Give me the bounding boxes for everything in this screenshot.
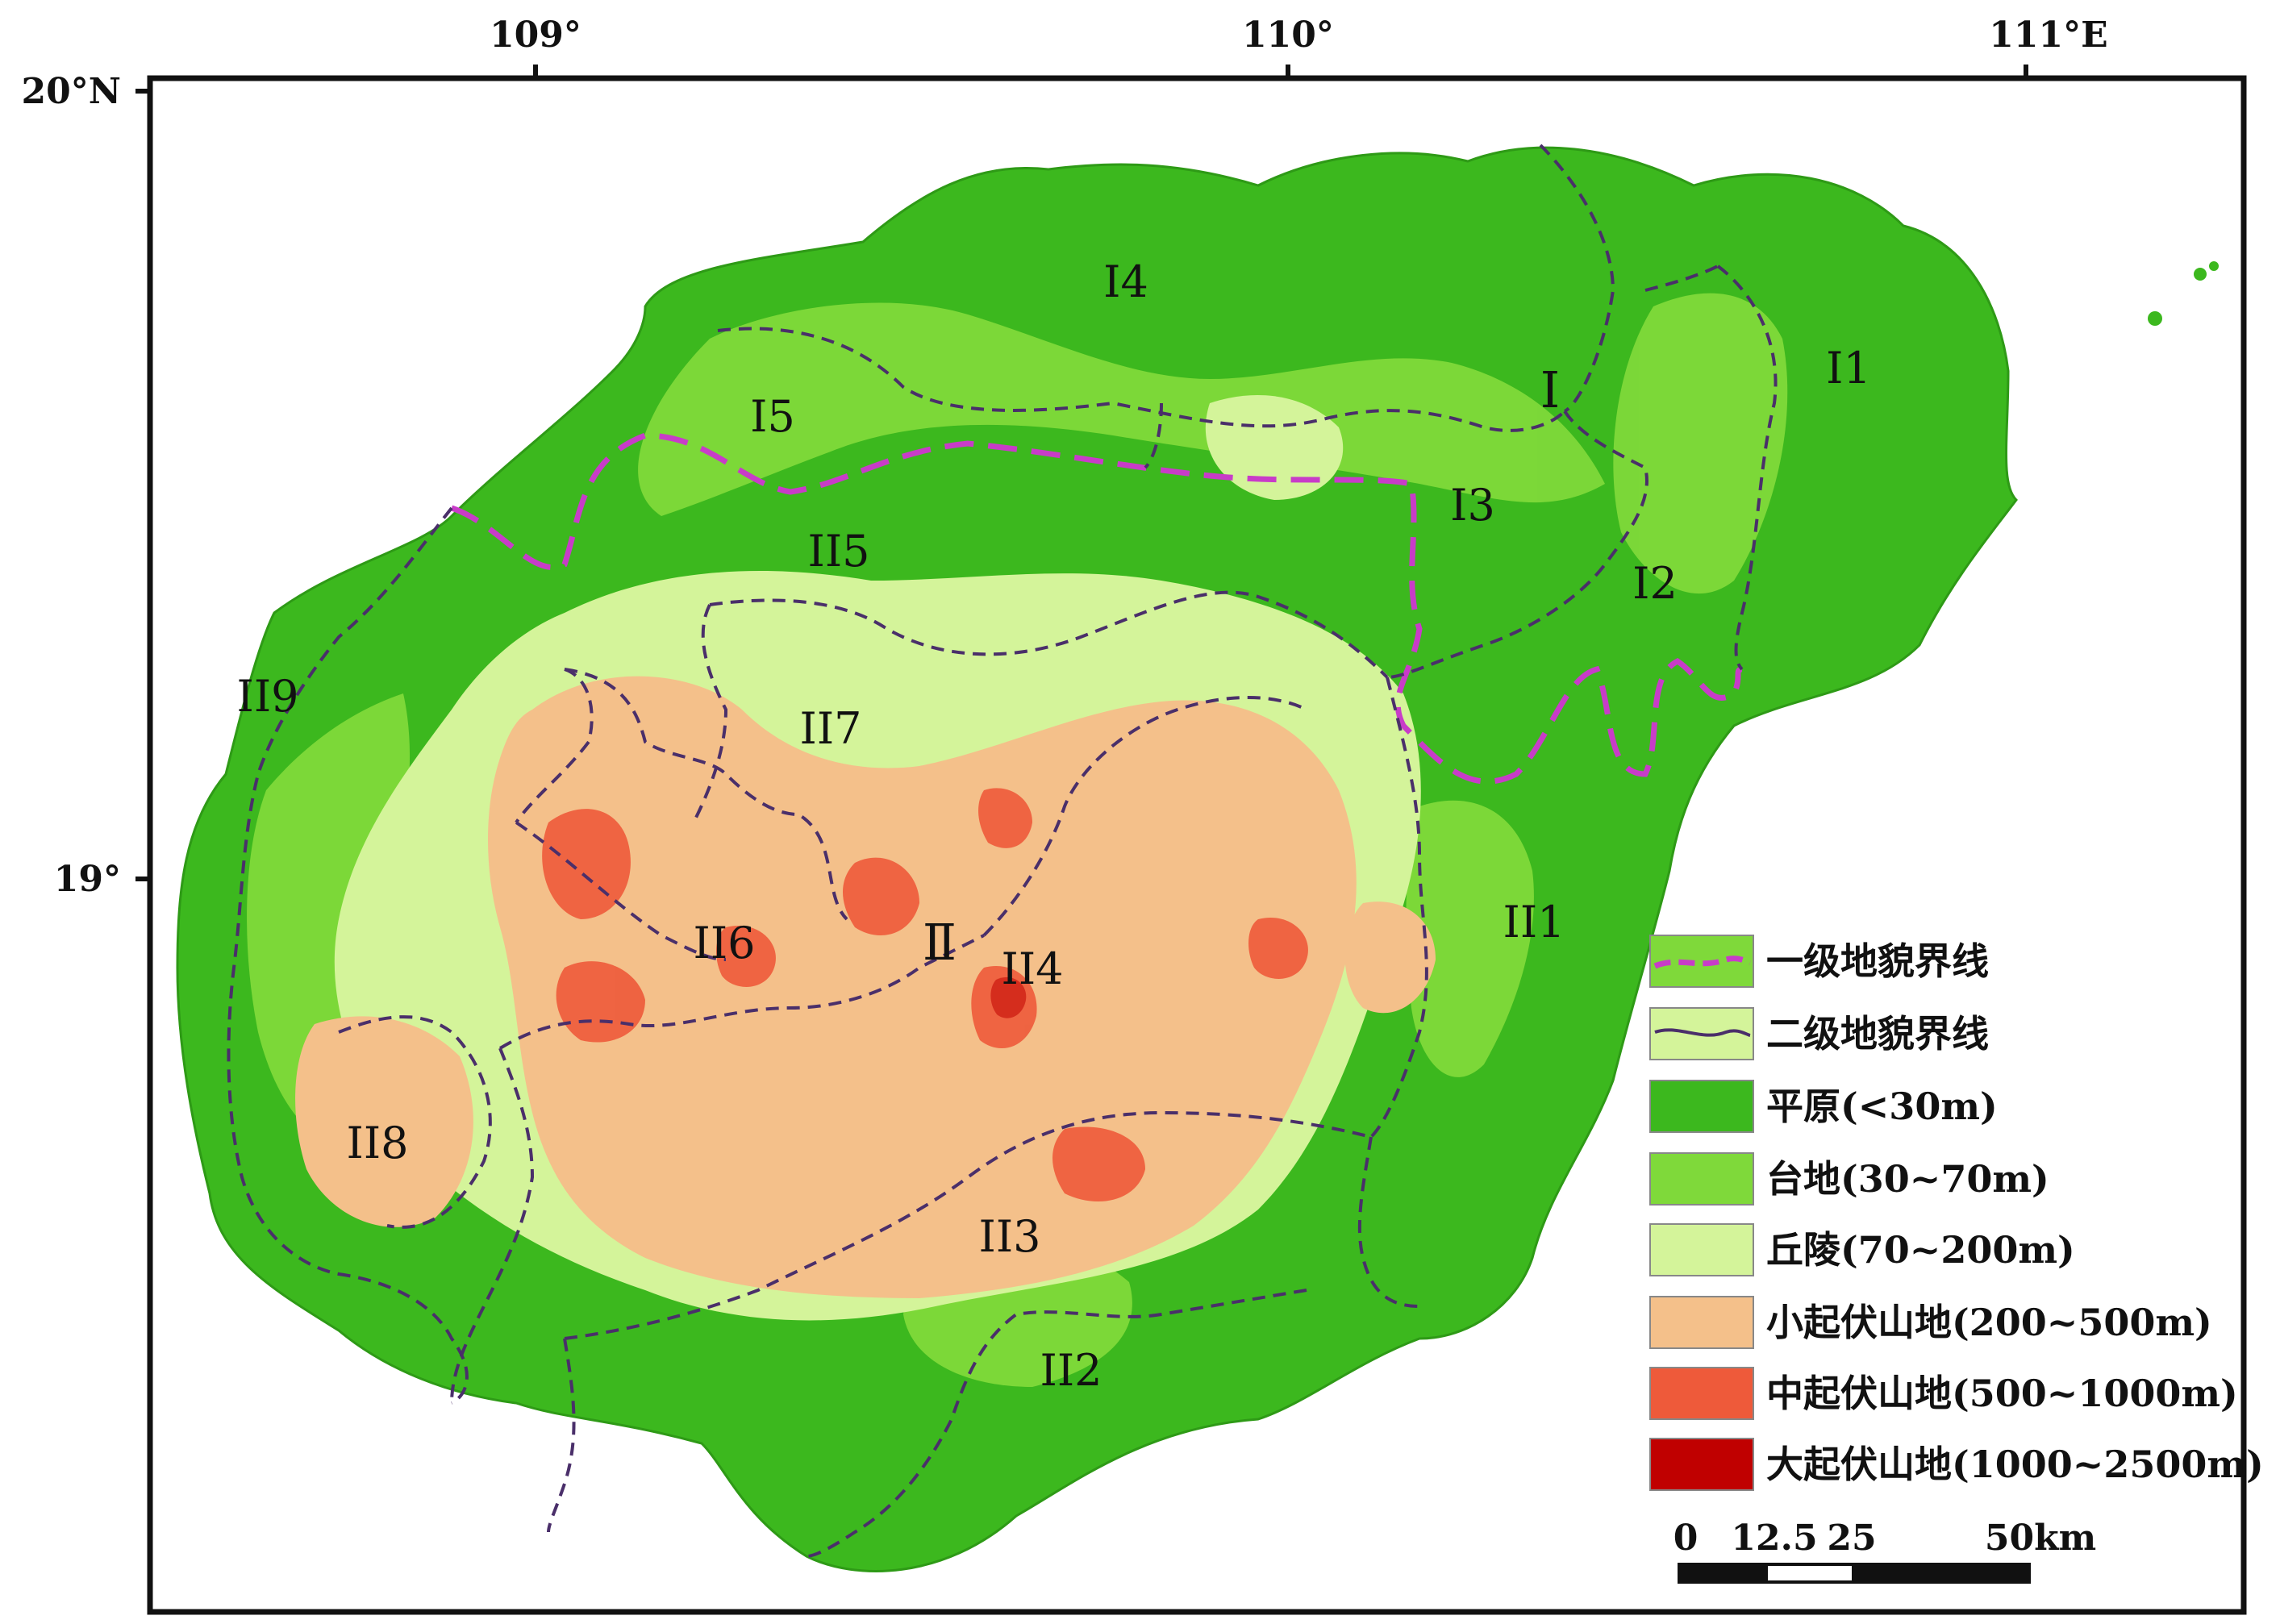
region-label-II9: II9: [236, 671, 298, 722]
legend: 一级地貌界线 二级地貌界线 平原(<30m) 台地(30~70m) 丘陵(70~…: [1649, 935, 2264, 1491]
region-labels: Ⅰ Ⅱ I1 I2 I3 I4 I5 II1 II2 II3 II4 II5 I…: [236, 256, 1870, 1396]
legend-label: 大起伏山地(1000~2500m): [1766, 1443, 2264, 1486]
legend-item-secondary-line: 二级地貌界线: [1649, 1007, 1989, 1060]
region-label-I2: I2: [1632, 558, 1678, 609]
primary-boundary-line: [450, 432, 1743, 785]
scale-label-25: 25: [1827, 1518, 1876, 1559]
legend-label: 二级地貌界线: [1766, 1012, 1989, 1056]
region-label-I5: I5: [750, 391, 795, 442]
region-label-II2: II2: [1040, 1345, 1102, 1396]
legend-label: 小起伏山地(200~500m): [1766, 1301, 2212, 1344]
scale-label-12-5: 12.5: [1731, 1518, 1817, 1559]
region-label-II3: II3: [978, 1211, 1040, 1262]
legend-item-low-relief-mountain: 小起伏山地(200~500m): [1649, 1296, 2212, 1349]
legend-item-hill: 丘陵(70~200m): [1649, 1223, 2075, 1276]
scale-label-0: 0: [1674, 1518, 1699, 1559]
scale-bar: 0 12.5 25 50km: [1674, 1518, 2096, 1584]
lat-tick-19: 19°: [54, 859, 121, 900]
scale-label-50km: 50km: [1985, 1518, 2096, 1559]
tableland-zones: [247, 293, 1788, 1387]
region-label-I1: I1: [1826, 343, 1871, 394]
region-label-II1: II1: [1503, 897, 1565, 947]
islets: [2148, 261, 2219, 326]
legend-item-high-relief-mountain: 大起伏山地(1000~2500m): [1649, 1438, 2264, 1491]
legend-item-plain: 平原(<30m): [1649, 1080, 1998, 1133]
legend-item-medium-relief-mountain: 中起伏山地(500~1000m): [1649, 1367, 2238, 1420]
lon-tick-111: 111°E: [1989, 15, 2107, 56]
region-label-II8: II8: [346, 1118, 408, 1168]
legend-label: 台地(30~70m): [1766, 1157, 2049, 1201]
high-relief-peak: [990, 976, 1027, 1018]
region-label-II5: II5: [807, 526, 869, 577]
legend-item-tableland: 台地(30~70m): [1649, 1152, 2049, 1206]
region-label-II: Ⅱ: [923, 913, 957, 972]
lon-tick-109: 109°: [490, 15, 581, 56]
region-label-I4: I4: [1103, 256, 1148, 307]
region-label-I3: I3: [1450, 480, 1495, 531]
region-label-I: Ⅰ: [1540, 360, 1561, 419]
region-label-II4: II4: [1001, 943, 1063, 994]
legend-label: 中起伏山地(500~1000m): [1766, 1372, 2238, 1415]
legend-label: 一级地貌界线: [1766, 939, 1989, 983]
legend-label: 丘陵(70~200m): [1766, 1228, 2075, 1272]
axis-ticks: [135, 65, 2028, 881]
lon-tick-110: 110°: [1242, 15, 1334, 56]
low-relief-mountain-zones: [295, 676, 1436, 1298]
secondary-boundary-lines: [227, 144, 1778, 1558]
region-label-II6: II6: [693, 918, 755, 968]
lat-tick-20: 20°N: [22, 71, 121, 112]
legend-item-primary-line: 一级地貌界线: [1649, 935, 1989, 988]
region-label-II7: II7: [799, 703, 861, 754]
legend-label: 平原(<30m): [1766, 1085, 1998, 1128]
